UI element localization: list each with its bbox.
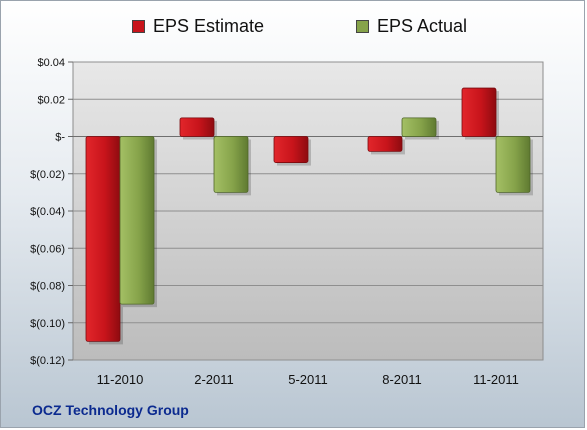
bar-estimate-5-2011 [273,136,309,163]
legend-swatch-eps-actual [356,20,369,33]
legend-label-eps-estimate: EPS Estimate [153,16,265,36]
bar-estimate-11-2010 [85,136,121,342]
x-tick-label: 11-2010 [97,372,144,387]
footer-company-name: OCZ Technology Group [32,402,189,418]
x-tick-label: 5-2011 [288,372,328,387]
bars [85,87,533,345]
y-tick-label: $0.04 [37,57,65,69]
y-axis-ticks: $0.04 $0.02 $- $(0.02) $(0.04) $(0.06) $(0.08)… [30,57,73,367]
x-tick-label: 2-2011 [194,372,234,387]
legend-label-eps-actual: EPS Actual [377,16,468,36]
x-tick-label: 8-2011 [382,372,422,387]
y-tick-label: $(0.10) [30,318,65,330]
bar-estimate-8-2011 [367,136,403,152]
x-tick-label: 11-2011 [473,372,519,387]
legend-swatch-eps-estimate [132,20,145,33]
legend-item-eps-estimate: EPS Estimate [132,16,264,37]
y-tick-label: $(0.08) [30,281,65,293]
y-tick-label: $(0.04) [30,206,65,218]
y-tick-label: $- [55,132,65,144]
y-tick-label: $(0.02) [30,169,65,181]
bar-actual-8-2011 [401,117,437,137]
y-tick-label: $0.02 [37,94,65,106]
bar-actual-2-2011 [213,136,249,193]
bar-actual-11-2011 [495,136,531,193]
y-tick-label: $(0.06) [30,243,65,255]
x-axis-ticks: 11-2010 2-2011 5-2011 8-2011 11-2011 [97,372,519,387]
y-tick-label: $(0.12) [30,355,65,367]
bar-estimate-11-2011 [461,87,497,137]
legend-item-eps-actual: EPS Actual [356,16,467,37]
legend: EPS Estimate EPS Actual [0,16,587,38]
bar-estimate-2-2011 [179,117,215,137]
bar-actual-11-2010 [119,136,155,305]
